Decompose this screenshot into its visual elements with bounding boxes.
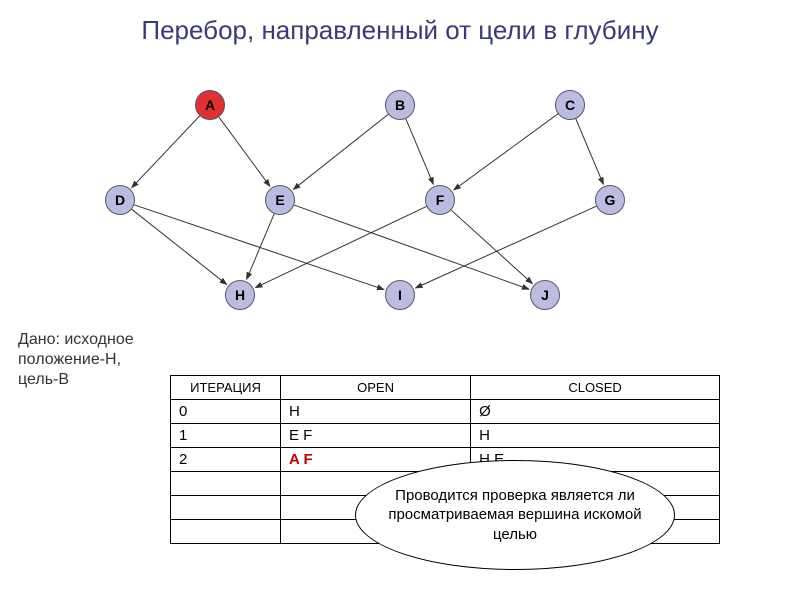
cell-1-2: H [471,424,720,448]
node-e: E [265,185,295,215]
node-j: J [530,280,560,310]
node-d: D [105,185,135,215]
table-row: 1E FH [171,424,720,448]
edge-d-h [132,209,227,284]
col-header-2: CLOSED [471,376,720,400]
cell-1-1: E F [281,424,471,448]
node-h: H [225,280,255,310]
cell-0-1: H [281,400,471,424]
callout-bubble: Проводится проверка является ли просматр… [355,460,675,570]
col-header-1: OPEN [281,376,471,400]
cell-4-0 [171,496,281,520]
given-caption: Дано: исходное положение-H, цель-B [18,330,158,390]
edge-e-h [247,214,275,280]
cell-0-2: Ø [471,400,720,424]
graph: A B C D E F G H I J [80,75,720,335]
node-c: C [555,90,585,120]
node-f: F [425,185,455,215]
callout-text: Проводится проверка является ли просматр… [374,486,656,545]
edge-a-e [219,117,270,186]
edge-d-i [134,205,384,290]
edge-c-f [454,114,558,190]
edge-a-d [132,116,200,188]
col-header-0: ИТЕРАЦИЯ [171,376,281,400]
edge-b-e [293,114,388,189]
edge-c-g [576,119,604,185]
edge-g-i [415,206,596,288]
cell-0-0: 0 [171,400,281,424]
cell-5-0 [171,520,281,544]
edge-f-h [255,206,426,287]
node-b: B [385,90,415,120]
node-g: G [595,185,625,215]
node-a: A [195,90,225,120]
cell-3-0 [171,472,281,496]
table-row: 0HØ [171,400,720,424]
edge-f-j [451,210,532,284]
edge-e-j [294,205,529,289]
edge-b-f [406,119,434,185]
page-title: Перебор, направленный от цели в глубину [0,15,800,46]
cell-1-0: 1 [171,424,281,448]
node-i: I [385,280,415,310]
cell-2-0: 2 [171,448,281,472]
